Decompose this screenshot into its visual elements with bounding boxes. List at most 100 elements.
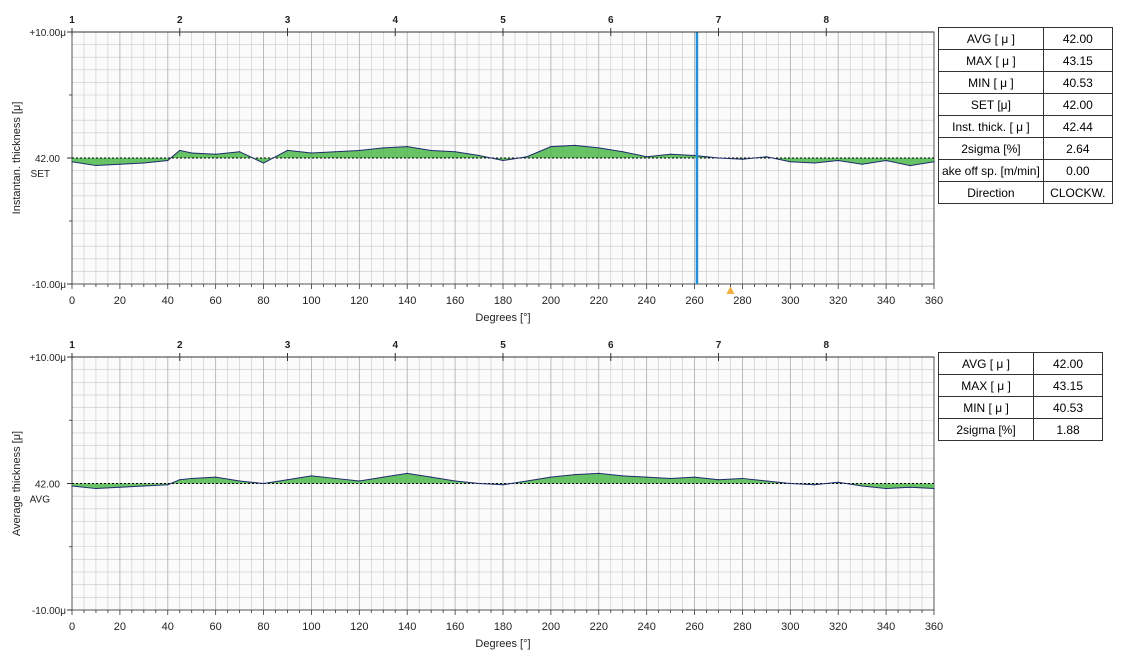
data-point xyxy=(239,151,241,153)
stat-value: 42.00 xyxy=(1033,352,1103,375)
data-point xyxy=(789,161,791,163)
data-point xyxy=(95,164,97,167)
data-point xyxy=(310,152,313,154)
data-point xyxy=(837,159,839,162)
data-point xyxy=(502,484,504,486)
x-tick-label: 320 xyxy=(829,621,847,633)
x-tick-label: 40 xyxy=(162,621,174,633)
data-point xyxy=(286,479,289,481)
x-axis-label: Degrees [°] xyxy=(475,638,530,650)
stat-value: 43.15 xyxy=(1033,374,1103,397)
x-tick-label: 160 xyxy=(446,621,464,633)
stat-label: SET [μ] xyxy=(938,93,1044,116)
x-tick-label: 100 xyxy=(302,621,320,633)
data-point xyxy=(358,480,360,482)
data-point xyxy=(574,144,576,146)
data-point xyxy=(885,487,887,490)
x-tick-label: 340 xyxy=(877,295,895,307)
data-point xyxy=(95,487,97,490)
y-tick-label: +10.00μ xyxy=(29,28,66,39)
data-point xyxy=(262,482,265,485)
data-point xyxy=(334,477,336,480)
chart-panel-2: 0 20 40 60 80 100 120 140 160 180 200 220 240 260 280 3… xyxy=(11,340,943,650)
stat-label: AVG [ μ ] xyxy=(938,352,1034,375)
top-tick-label: 4 xyxy=(392,340,398,351)
y-tick-label: +10.00μ xyxy=(29,353,66,364)
data-point xyxy=(741,158,744,160)
x-tick-label: 0 xyxy=(69,295,75,307)
data-point xyxy=(550,146,552,148)
top-tick-label: 6 xyxy=(608,15,614,26)
x-tick-label: 360 xyxy=(925,621,943,633)
reference-label: AVG xyxy=(30,495,51,506)
data-point xyxy=(717,479,720,481)
stat-value: 1.88 xyxy=(1033,418,1103,441)
data-point xyxy=(765,480,767,482)
stat-label: Inst. thick. [ μ ] xyxy=(938,115,1044,138)
data-point xyxy=(670,477,672,480)
top-tick-label: 1 xyxy=(69,15,75,26)
x-axis-label: Degrees [°] xyxy=(475,312,530,324)
data-point xyxy=(693,476,696,478)
data-point xyxy=(670,153,672,155)
data-point xyxy=(119,163,121,165)
x-tick-label: 280 xyxy=(733,621,751,633)
stat-value: 43.15 xyxy=(1042,49,1113,72)
stat-label: MAX [ μ ] xyxy=(938,374,1034,397)
data-point xyxy=(478,482,480,485)
chart-panel-1: 0 20 40 60 80 100 120 140 160 180 200 220 240 260 280 3… xyxy=(11,15,943,324)
y-tick-label: -10.00μ xyxy=(32,606,66,617)
stat-label: MAX [ μ ] xyxy=(938,49,1044,72)
x-tick-label: 60 xyxy=(210,295,222,307)
thickness-line xyxy=(71,144,935,167)
x-tick-label: 100 xyxy=(302,295,320,307)
data-point xyxy=(646,476,648,478)
top-tick-label: 4 xyxy=(392,15,398,26)
x-tick-label: 320 xyxy=(829,295,847,307)
x-tick-label: 360 xyxy=(925,295,943,307)
data-point xyxy=(143,162,145,164)
data-point xyxy=(693,154,696,157)
x-tick-label: 300 xyxy=(781,295,799,307)
data-point xyxy=(430,149,432,152)
x-tick-label: 180 xyxy=(494,621,512,633)
stat-value: 42.44 xyxy=(1042,115,1113,138)
data-point xyxy=(598,472,600,474)
top-tick-label: 5 xyxy=(500,15,506,26)
top-tick-label: 2 xyxy=(177,340,183,351)
data-point xyxy=(286,149,289,152)
top-tick-label: 3 xyxy=(285,15,291,26)
data-point xyxy=(933,487,935,490)
x-tick-label: 280 xyxy=(733,295,751,307)
data-point xyxy=(215,476,217,478)
data-point xyxy=(861,485,863,487)
data-point xyxy=(358,149,360,152)
x-tick-label: 260 xyxy=(685,295,703,307)
x-tick-label: 20 xyxy=(114,295,126,307)
data-point xyxy=(717,157,720,159)
x-tick-label: 240 xyxy=(637,621,655,633)
y-tick-label: -10.00μ xyxy=(32,280,66,291)
stat-value: 2.64 xyxy=(1042,137,1113,160)
stat-label: MIN [ μ ] xyxy=(938,71,1044,94)
x-tick-label: 220 xyxy=(590,621,608,633)
data-point xyxy=(622,475,624,477)
data-point xyxy=(598,147,600,149)
x-tick-label: 240 xyxy=(637,295,655,307)
x-tick-label: 20 xyxy=(114,621,126,633)
y-axis-label: Instantan. thickness [μ] xyxy=(11,102,23,215)
data-point xyxy=(909,164,911,167)
data-point xyxy=(789,482,791,485)
data-point xyxy=(837,481,839,483)
data-point xyxy=(310,475,313,477)
top-tick-label: 7 xyxy=(716,340,722,351)
x-tick-label: 340 xyxy=(877,621,895,633)
data-point xyxy=(478,154,480,157)
x-tick-label: 60 xyxy=(210,621,222,633)
top-tick-label: 8 xyxy=(823,15,829,26)
data-point xyxy=(143,485,145,487)
stat-label: MIN [ μ ] xyxy=(938,396,1034,419)
data-point xyxy=(933,161,935,163)
thickness-line xyxy=(71,472,935,490)
data-point xyxy=(167,484,169,486)
